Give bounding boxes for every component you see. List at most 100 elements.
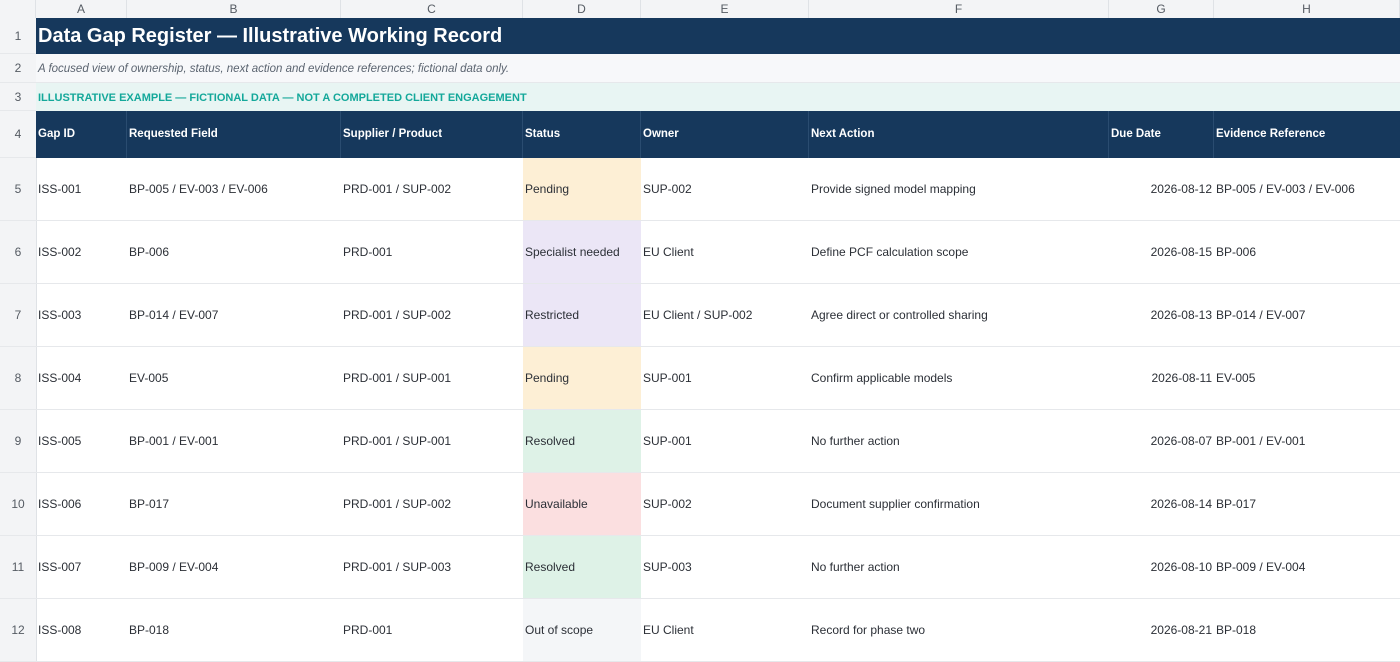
owner-cell[interactable]: SUP-001 — [643, 371, 692, 385]
gap-id-cell[interactable]: ISS-003 — [38, 308, 82, 322]
owner-cell[interactable]: SUP-001 — [643, 434, 692, 448]
due-date-cell[interactable]: 2026-08-10 — [1150, 560, 1212, 574]
status-cell[interactable]: Resolved — [523, 410, 641, 472]
column-header-a[interactable]: A — [36, 0, 127, 18]
column-header-d[interactable]: D — [523, 0, 641, 18]
requested-field-cell[interactable]: BP-009 / EV-004 — [129, 560, 219, 574]
row-header-9[interactable]: 9 — [0, 410, 36, 473]
subtitle-cell[interactable]: A focused view of ownership, status, nex… — [36, 54, 1400, 83]
requested-field-cell[interactable]: BP-006 — [129, 245, 170, 259]
row-header-6[interactable]: 6 — [0, 221, 36, 284]
table-row: ISS-007 BP-009 / EV-004 PRD-001 / SUP-00… — [36, 536, 1400, 599]
next-action-cell[interactable]: Record for phase two — [811, 623, 926, 637]
header-gap-id[interactable]: Gap ID — [36, 111, 127, 158]
requested-field-cell[interactable]: EV-005 — [129, 371, 169, 385]
supplier-product-cell[interactable]: PRD-001 / SUP-002 — [343, 308, 452, 322]
supplier-product-cell[interactable]: PRD-001 / SUP-002 — [343, 182, 452, 196]
evidence-reference-cell[interactable]: BP-001 / EV-001 — [1216, 434, 1306, 448]
gap-id-cell[interactable]: ISS-004 — [38, 371, 82, 385]
column-header-e[interactable]: E — [641, 0, 809, 18]
row-header-10[interactable]: 10 — [0, 473, 36, 536]
supplier-product-cell[interactable]: PRD-001 — [343, 623, 393, 637]
gap-id-cell[interactable]: ISS-001 — [38, 182, 82, 196]
supplier-product-cell[interactable]: PRD-001 / SUP-002 — [343, 497, 452, 511]
next-action-cell[interactable]: No further action — [811, 560, 900, 574]
column-header-b[interactable]: B — [127, 0, 341, 18]
gap-id-cell[interactable]: ISS-005 — [38, 434, 82, 448]
status-cell[interactable]: Restricted — [523, 284, 641, 346]
header-status[interactable]: Status — [523, 111, 641, 158]
due-date-cell[interactable]: 2026-08-11 — [1151, 371, 1213, 385]
evidence-reference-cell[interactable]: EV-005 — [1216, 371, 1256, 385]
requested-field-cell[interactable]: BP-017 — [129, 497, 170, 511]
due-date-cell[interactable]: 2026-08-21 — [1150, 623, 1212, 637]
title-cell[interactable]: Data Gap Register — Illustrative Working… — [36, 18, 1400, 54]
table-row: ISS-008 BP-018 PRD-001 Out of scope EU C… — [36, 599, 1400, 662]
column-header-row: A B C D E F G H — [0, 0, 1400, 19]
requested-field-cell[interactable]: BP-014 / EV-007 — [129, 308, 219, 322]
row-header-12[interactable]: 12 — [0, 599, 36, 662]
gap-id-cell[interactable]: ISS-007 — [38, 560, 82, 574]
illustrative-banner-cell[interactable]: ILLUSTRATIVE EXAMPLE — FICTIONAL DATA — … — [36, 83, 1400, 111]
row-header-2[interactable]: 2 — [0, 54, 36, 83]
due-date-cell[interactable]: 2026-08-07 — [1150, 434, 1212, 448]
header-next-action[interactable]: Next Action — [809, 111, 1109, 158]
table-row: ISS-005 BP-001 / EV-001 PRD-001 / SUP-00… — [36, 410, 1400, 473]
next-action-cell[interactable]: Provide signed model mapping — [811, 182, 976, 196]
due-date-cell[interactable]: 2026-08-12 — [1150, 182, 1212, 196]
owner-cell[interactable]: EU Client — [643, 623, 694, 637]
gap-id-cell[interactable]: ISS-002 — [38, 245, 82, 259]
row-header-4[interactable]: 4 — [0, 111, 36, 158]
row-header-11[interactable]: 11 — [0, 536, 36, 599]
header-supplier-product[interactable]: Supplier / Product — [341, 111, 523, 158]
owner-cell[interactable]: EU Client / SUP-002 — [643, 308, 753, 322]
header-evidence-reference[interactable]: Evidence Reference — [1216, 128, 1326, 140]
supplier-product-cell[interactable]: PRD-001 / SUP-001 — [343, 434, 452, 448]
status-cell[interactable]: Resolved — [523, 536, 641, 598]
column-header-f[interactable]: F — [809, 0, 1109, 18]
status-cell[interactable]: Out of scope — [523, 599, 641, 661]
header-requested-field[interactable]: Requested Field — [127, 111, 341, 158]
status-cell[interactable]: Unavailable — [523, 473, 641, 535]
due-date-cell[interactable]: 2026-08-15 — [1150, 245, 1212, 259]
evidence-reference-cell[interactable]: BP-006 — [1216, 245, 1257, 259]
column-header-corner[interactable] — [0, 0, 36, 18]
column-header-h[interactable]: H — [1214, 0, 1400, 18]
owner-cell[interactable]: EU Client — [643, 245, 694, 259]
row-header-5[interactable]: 5 — [0, 158, 36, 221]
column-header-c[interactable]: C — [341, 0, 523, 18]
evidence-reference-cell[interactable]: BP-017 — [1216, 497, 1257, 511]
requested-field-cell[interactable]: BP-018 — [129, 623, 170, 637]
row-header-8[interactable]: 8 — [0, 347, 36, 410]
gap-id-cell[interactable]: ISS-006 — [38, 497, 82, 511]
owner-cell[interactable]: SUP-003 — [643, 560, 692, 574]
requested-field-cell[interactable]: BP-001 / EV-001 — [129, 434, 219, 448]
due-date-cell[interactable]: 2026-08-13 — [1150, 308, 1212, 322]
column-header-g[interactable]: G — [1109, 0, 1214, 18]
status-cell[interactable]: Pending — [523, 158, 641, 220]
due-date-cell[interactable]: 2026-08-14 — [1150, 497, 1212, 511]
gap-id-cell[interactable]: ISS-008 — [38, 623, 82, 637]
next-action-cell[interactable]: Document supplier confirmation — [811, 497, 980, 511]
supplier-product-cell[interactable]: PRD-001 — [343, 245, 393, 259]
evidence-reference-cell[interactable]: BP-005 / EV-003 / EV-006 — [1216, 182, 1355, 196]
next-action-cell[interactable]: Agree direct or controlled sharing — [811, 308, 988, 322]
evidence-reference-cell[interactable]: BP-014 / EV-007 — [1216, 308, 1306, 322]
status-cell[interactable]: Pending — [523, 347, 641, 409]
owner-cell[interactable]: SUP-002 — [643, 182, 692, 196]
next-action-cell[interactable]: No further action — [811, 434, 900, 448]
owner-cell[interactable]: SUP-002 — [643, 497, 692, 511]
row-header-3[interactable]: 3 — [0, 83, 36, 111]
next-action-cell[interactable]: Confirm applicable models — [811, 371, 953, 385]
evidence-reference-cell[interactable]: BP-018 — [1216, 623, 1257, 637]
requested-field-cell[interactable]: BP-005 / EV-003 / EV-006 — [129, 182, 268, 196]
next-action-cell[interactable]: Define PCF calculation scope — [811, 245, 969, 259]
header-owner[interactable]: Owner — [641, 111, 809, 158]
supplier-product-cell[interactable]: PRD-001 / SUP-001 — [343, 371, 452, 385]
header-due-date[interactable]: Due Date — [1109, 111, 1214, 158]
row-header-1[interactable]: 1 — [0, 18, 36, 54]
status-cell[interactable]: Specialist needed — [523, 221, 641, 283]
row-header-7[interactable]: 7 — [0, 284, 36, 347]
supplier-product-cell[interactable]: PRD-001 / SUP-003 — [343, 560, 452, 574]
evidence-reference-cell[interactable]: BP-009 / EV-004 — [1216, 560, 1306, 574]
